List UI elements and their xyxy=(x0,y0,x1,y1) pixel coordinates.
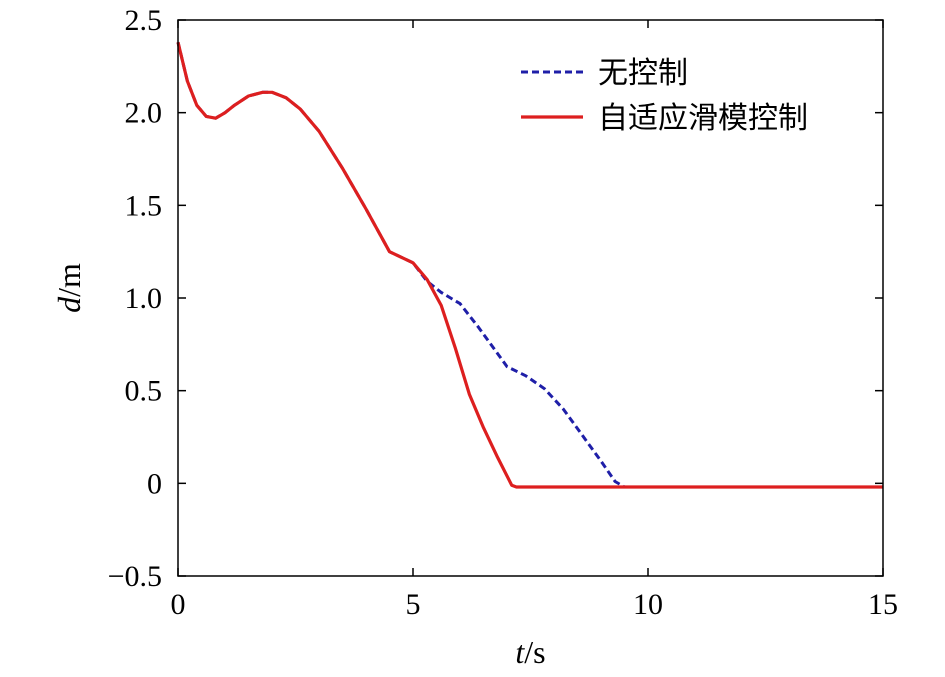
x-tick-label: 5 xyxy=(406,588,421,621)
x-tick-label: 10 xyxy=(633,588,663,621)
series-line-2 xyxy=(176,41,883,489)
y-tick-label: 1.0 xyxy=(125,282,163,315)
y-axis-label: d/m xyxy=(51,263,87,313)
y-tick-label: 2.0 xyxy=(125,97,163,130)
y-tick-label: −0.5 xyxy=(108,560,162,593)
x-tick-label: 0 xyxy=(171,588,186,621)
tick-layer: 0 5 10 15 −0.5 0 0.5 1.0 1.5 2.0 2.5 xyxy=(108,4,898,621)
y-tick-label: 2.5 xyxy=(125,4,163,37)
legend-label-2: 自适应滑模控制 xyxy=(598,101,808,136)
y-tick-label: 1.5 xyxy=(125,189,163,222)
x-axis-label: t/s xyxy=(515,634,545,670)
y-tick-label: 0.5 xyxy=(125,375,163,408)
series-layer xyxy=(176,41,883,489)
y-tick-label: 0 xyxy=(147,467,162,500)
legend-label-1: 无控制 xyxy=(598,56,688,91)
x-tick-label: 15 xyxy=(868,588,898,621)
